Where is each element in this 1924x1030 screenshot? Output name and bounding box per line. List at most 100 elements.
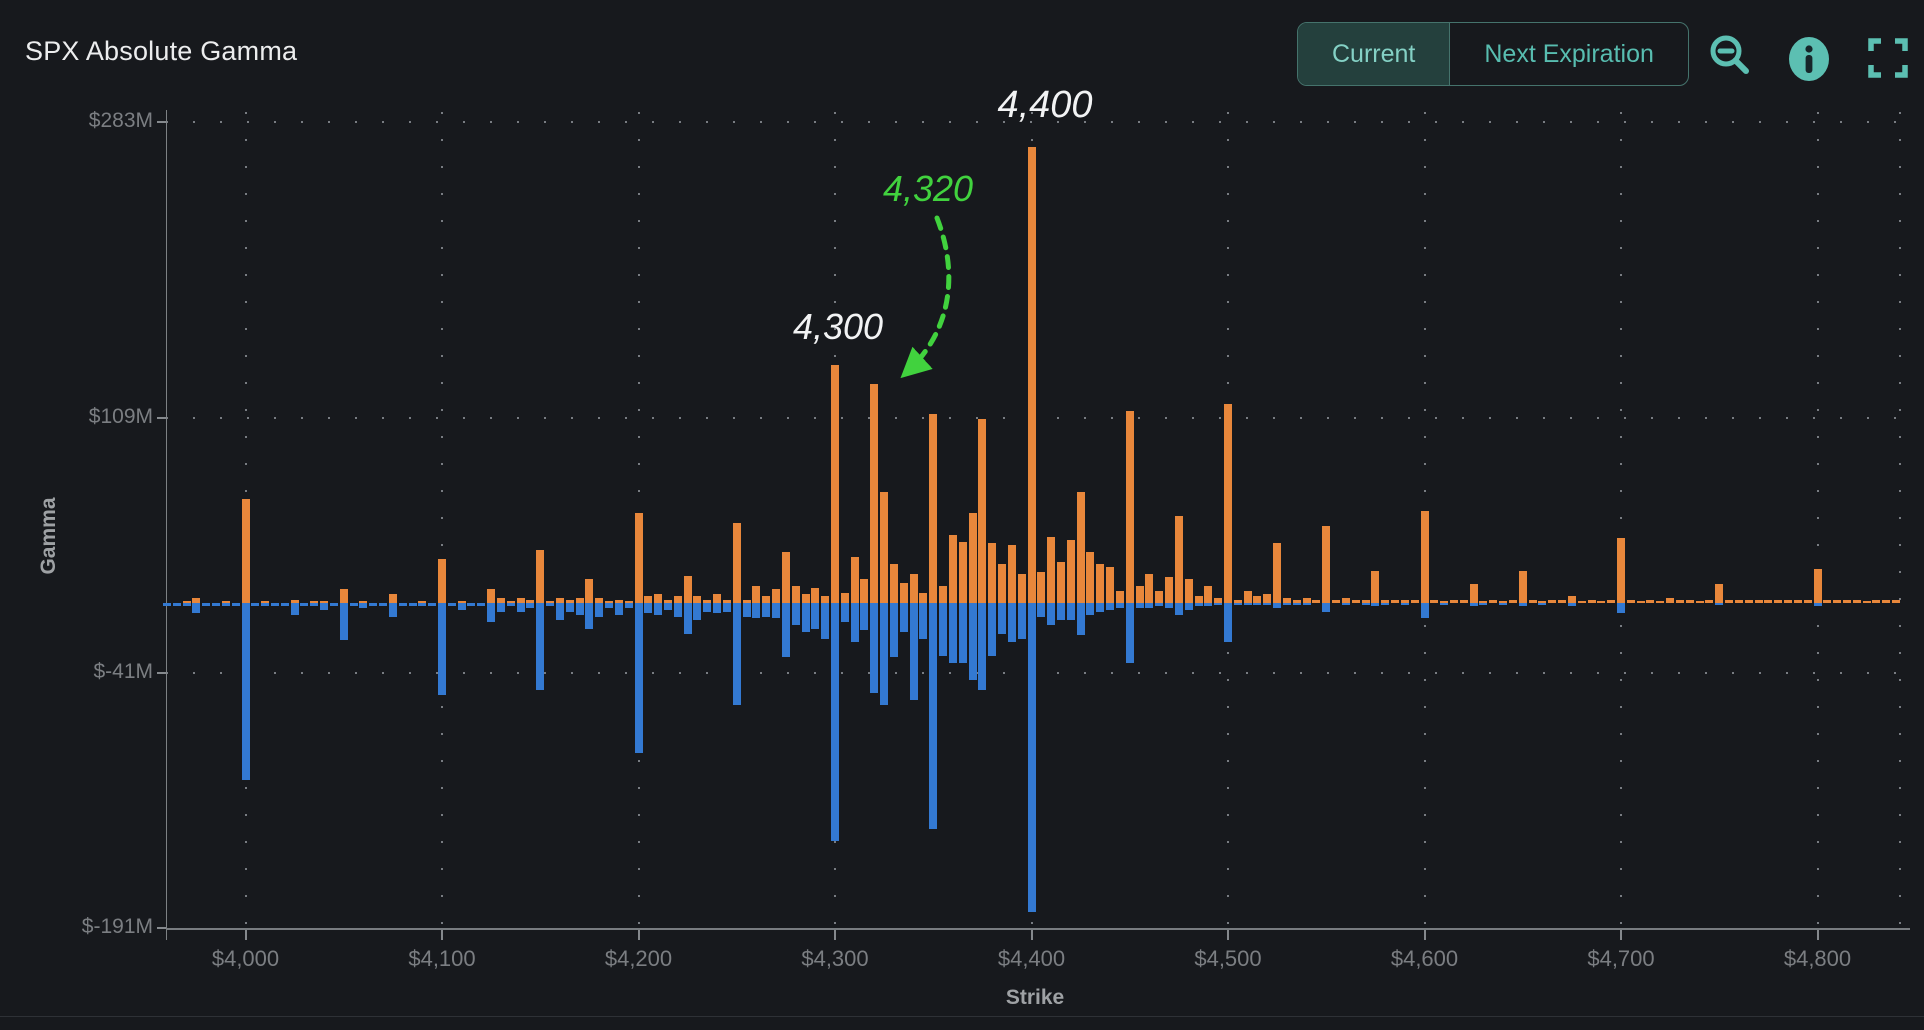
bar-call-4160 xyxy=(555,597,564,603)
bar-call-4640 xyxy=(1499,601,1508,603)
bar-put-4445 xyxy=(1115,603,1124,609)
bar-call-4790 xyxy=(1793,600,1802,603)
bar-put-4170 xyxy=(575,603,584,615)
bar-put-4080 xyxy=(398,603,407,606)
bar-call-4825 xyxy=(1862,601,1871,603)
bar-call-4220 xyxy=(673,596,682,603)
bar-call-4255 xyxy=(742,599,751,603)
bar-call-4470 xyxy=(1165,577,1174,603)
bar-put-4320 xyxy=(870,603,879,694)
bar-call-4305 xyxy=(840,592,849,603)
bar-call-4650 xyxy=(1518,570,1527,603)
bar-put-3980 xyxy=(202,603,211,606)
bar-put-4160 xyxy=(555,603,564,620)
bar-put-4190 xyxy=(614,603,623,615)
bar-put-4265 xyxy=(762,603,771,617)
zoom-out-icon[interactable] xyxy=(1706,32,1754,80)
annotation-4400: 4,400 xyxy=(997,84,1093,126)
bar-call-4705 xyxy=(1626,600,1635,603)
bar-put-4800 xyxy=(1813,603,1822,607)
bar-call-4760 xyxy=(1734,600,1743,603)
bar-put-4255 xyxy=(742,603,751,617)
bar-call-4455 xyxy=(1135,585,1144,603)
bar-call-4165 xyxy=(565,599,574,603)
bar-put-4325 xyxy=(880,603,889,706)
bar-call-4265 xyxy=(762,596,771,603)
bar-call-4435 xyxy=(1096,563,1105,603)
y-axis-line xyxy=(166,110,167,940)
bar-call-4315 xyxy=(860,579,869,603)
bar-call-4690 xyxy=(1597,601,1606,603)
toggle-current-button[interactable]: Current xyxy=(1298,23,1450,85)
y-tick xyxy=(157,416,166,419)
bar-call-4170 xyxy=(575,597,584,603)
bar-put-4385 xyxy=(998,603,1007,634)
bar-put-4395 xyxy=(1017,603,1026,639)
bar-call-4285 xyxy=(801,594,810,603)
bar-call-4450 xyxy=(1125,410,1134,603)
bar-call-4525 xyxy=(1273,543,1282,603)
bar-call-4685 xyxy=(1587,600,1596,603)
bar-call-4755 xyxy=(1725,600,1734,603)
bar-put-4005 xyxy=(251,603,260,606)
gridline-v xyxy=(1816,112,1819,928)
bar-put-4020 xyxy=(280,603,289,606)
bar-put-4130 xyxy=(496,603,505,612)
bar-call-4745 xyxy=(1705,600,1714,603)
bar-call-4215 xyxy=(663,599,672,603)
bar-call-4765 xyxy=(1744,600,1753,603)
bar-call-4560 xyxy=(1341,597,1350,603)
bar-call-4575 xyxy=(1371,570,1380,603)
bar-put-4300 xyxy=(831,603,839,842)
fullscreen-icon[interactable] xyxy=(1868,38,1908,78)
bar-put-4100 xyxy=(438,603,446,695)
bar-put-4360 xyxy=(948,603,957,663)
bar-call-4480 xyxy=(1184,579,1193,603)
bar-call-4680 xyxy=(1577,601,1586,603)
bar-put-4075 xyxy=(388,603,397,617)
bar-call-4275 xyxy=(781,551,790,603)
bar-put-4295 xyxy=(821,603,830,639)
bar-call-4835 xyxy=(1882,600,1891,603)
bar-call-4490 xyxy=(1204,585,1213,603)
info-icon[interactable] xyxy=(1787,35,1831,83)
x-tick-label: $4,500 xyxy=(1194,946,1262,971)
bar-call-4820 xyxy=(1852,600,1861,603)
bar-put-4135 xyxy=(506,603,515,607)
bar-call-4615 xyxy=(1449,600,1458,603)
x-tick-label: $4,800 xyxy=(1783,946,1852,971)
bar-call-3970 xyxy=(182,601,191,603)
bar-call-4310 xyxy=(850,557,859,603)
y-tick-label: $283M xyxy=(88,108,153,132)
bar-put-4630 xyxy=(1479,603,1488,605)
bar-call-4510 xyxy=(1243,591,1252,603)
bar-call-4330 xyxy=(889,563,898,603)
bar-call-4595 xyxy=(1410,600,1419,603)
toggle-next-expiration-button[interactable]: Next Expiration xyxy=(1449,23,1688,85)
bar-put-4405 xyxy=(1037,603,1046,617)
bar-put-4380 xyxy=(988,603,997,656)
bar-put-4415 xyxy=(1056,603,1065,620)
plot-area[interactable] xyxy=(160,108,1908,940)
bar-put-4440 xyxy=(1106,603,1115,610)
gridline-h xyxy=(166,120,1905,123)
bar-call-4505 xyxy=(1233,599,1242,603)
bar-call-4785 xyxy=(1784,600,1793,603)
bar-call-4000 xyxy=(241,499,250,603)
bar-put-4030 xyxy=(300,603,309,606)
x-tick xyxy=(1816,930,1819,940)
bar-put-3995 xyxy=(231,603,240,606)
bar-put-4290 xyxy=(811,603,820,629)
bar-call-4295 xyxy=(821,596,830,603)
bar-put-4420 xyxy=(1066,603,1075,620)
bar-put-4035 xyxy=(310,603,319,607)
bar-call-4410 xyxy=(1047,536,1056,603)
bar-put-4640 xyxy=(1499,603,1508,605)
bar-put-4390 xyxy=(1007,603,1016,643)
x-tick-label: $4,700 xyxy=(1587,946,1655,971)
bar-call-4230 xyxy=(693,596,702,603)
bar-call-4565 xyxy=(1351,600,1360,603)
bar-call-4195 xyxy=(624,601,633,603)
bar-put-4215 xyxy=(663,603,672,610)
bar-put-4315 xyxy=(860,603,869,631)
